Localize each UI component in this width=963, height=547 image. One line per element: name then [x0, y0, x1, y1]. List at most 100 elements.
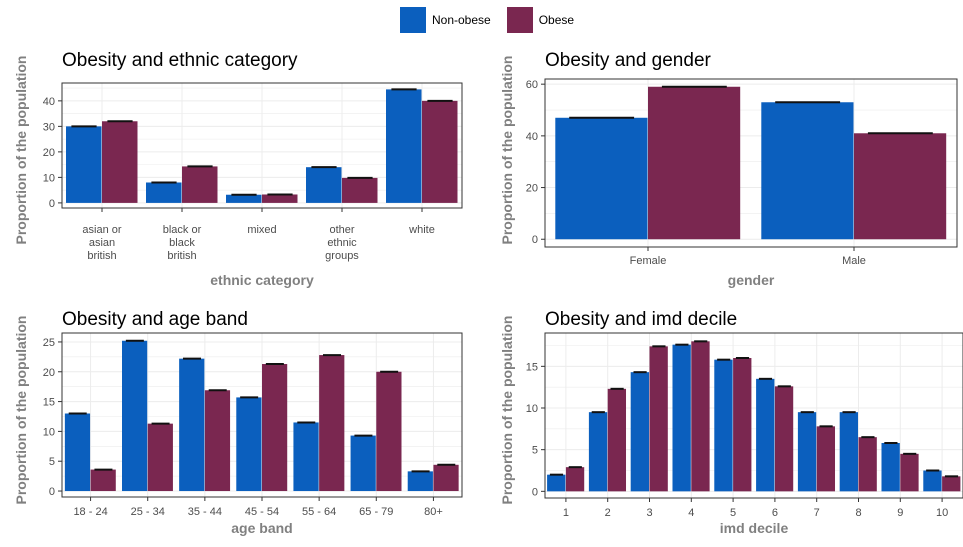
x-tick-label-mixed: mixed — [247, 224, 276, 236]
y-tick-label: 25 — [43, 337, 55, 349]
x-tick-label-other-ethnic-groups: other ethnic groups — [325, 224, 359, 262]
x-tick-label-asian-or-asian-british: asian or asian british — [82, 224, 121, 262]
x-tick-label-3: 3 — [646, 507, 652, 519]
x-tick-label-2: 2 — [605, 507, 611, 519]
bar-non-obese-80 — [407, 471, 433, 492]
x-tick-label-9: 9 — [897, 507, 903, 519]
bar-obese-35-44 — [204, 390, 231, 492]
y-tick-label: 20 — [526, 183, 538, 195]
y-tick-label: 40 — [43, 96, 55, 108]
legend-item-non-obese: Non-obese — [400, 7, 501, 33]
bar-obese-45-54 — [262, 364, 288, 492]
bar-non-obese-4 — [672, 344, 691, 492]
legend-label-non-obese: Non-obese — [432, 13, 491, 27]
legend-key-obese — [506, 7, 533, 33]
y-tick-label: 5 — [49, 456, 55, 468]
bar-obese-9 — [900, 453, 919, 492]
bar-obese-8 — [858, 437, 877, 492]
bar-non-obese-3 — [630, 372, 649, 492]
chart-panel-2: Female Male 0 20 40 60 Obesity and gender gende… — [499, 50, 958, 288]
legend: Non-obese Obese — [400, 6, 584, 34]
bar-obese-6 — [774, 386, 794, 492]
chart-panel-4: 1 2 3 4 5 6 7 8 9 10 0 5 10 15 Obesity and imd decile i… — [499, 309, 963, 536]
x-tick-label-65-79: 65 - 79 — [359, 506, 393, 518]
x-tick-label-80: 80+ — [424, 506, 443, 518]
y-tick-label: 60 — [526, 79, 538, 91]
x-axis-label: imd decile — [720, 520, 789, 536]
x-tick-label-18-24: 18 - 24 — [73, 506, 107, 518]
bar-obese-1 — [565, 467, 585, 492]
bar-obese-25-34 — [147, 423, 173, 492]
y-tick-label: 20 — [43, 147, 55, 159]
y-tick-label: 10 — [43, 426, 55, 438]
x-tick-label-4: 4 — [688, 507, 694, 519]
bar-obese-18-24 — [90, 469, 116, 492]
y-axis-label: Proportion of the population — [499, 56, 515, 245]
y-tick-label: 0 — [49, 486, 55, 498]
x-tick-label-7: 7 — [814, 507, 820, 519]
bar-non-obese-9 — [881, 443, 900, 492]
y-tick-label: 15 — [526, 361, 538, 373]
panel-border — [61, 82, 463, 209]
bar-non-obese-45-54 — [236, 397, 262, 492]
y-tick-label: 20 — [43, 367, 55, 379]
bar-obese-mixed — [262, 194, 298, 203]
chart-title: Obesity and gender — [545, 50, 712, 71]
bar-non-obese-5 — [714, 359, 733, 492]
x-tick-label-black-or-black-british: black or black british — [163, 224, 202, 262]
bar-obese-3 — [649, 346, 668, 492]
bar-non-obese-6 — [756, 378, 775, 492]
y-tick-label: 0 — [532, 486, 538, 498]
bar-non-obese-35-44 — [179, 358, 205, 492]
bar-obese-white — [422, 100, 458, 203]
y-tick-label: 15 — [43, 397, 55, 409]
panel-border — [544, 78, 958, 248]
bar-non-obese-white — [386, 89, 422, 203]
bar-obese-male — [854, 133, 947, 240]
bar-obese-black-or-black-british — [182, 166, 218, 203]
bar-non-obese-1 — [547, 474, 566, 492]
bar-obese-4 — [691, 341, 710, 492]
bar-obese-55-64 — [319, 355, 345, 492]
x-tick-label-10: 10 — [936, 507, 948, 519]
x-tick-label-45-54: 45 - 54 — [245, 506, 279, 518]
x-tick-label-35-44: 35 - 44 — [188, 506, 222, 518]
chart-title: Obesity and imd decile — [545, 309, 737, 330]
bar-non-obese-18-24 — [64, 413, 91, 492]
chart-panel-1: asian or asian british black or black british… — [13, 50, 463, 288]
bar-non-obese-8 — [839, 412, 858, 492]
y-axis-label: Proportion of the population — [13, 56, 29, 245]
x-axis-label: age band — [231, 520, 292, 536]
y-axis-label: Proportion of the population — [13, 316, 29, 505]
x-tick-label-6: 6 — [772, 507, 778, 519]
bar-non-obese-65-79 — [350, 435, 376, 492]
y-tick-label: 10 — [526, 403, 538, 415]
bar-non-obese-mixed — [226, 194, 262, 203]
bar-non-obese-other-ethnic-groups — [306, 167, 342, 203]
y-tick-label: 30 — [43, 121, 55, 133]
bar-non-obese-25-34 — [122, 340, 148, 492]
x-axis-label: gender — [728, 272, 775, 288]
bar-obese-other-ethnic-groups — [342, 177, 378, 203]
chart-panel-3: 18 - 24 25 - 34 35 - 44 45 - 54 55 - 64 65 - … — [13, 309, 463, 536]
x-tick-label-25-34: 25 - 34 — [131, 506, 165, 518]
chart-title: Obesity and ethnic category — [62, 50, 298, 71]
legend-key-non-obese — [400, 7, 426, 33]
bar-non-obese-55-64 — [293, 422, 319, 492]
bar-non-obese-male — [761, 102, 854, 240]
y-axis-label: Proportion of the population — [499, 316, 515, 505]
bar-obese-female — [648, 86, 741, 240]
bar-non-obese-asian-or-asian-british — [66, 126, 102, 203]
bar-non-obese-7 — [797, 412, 817, 492]
bar-obese-65-79 — [376, 371, 402, 492]
bar-non-obese-2 — [588, 412, 608, 492]
legend-label-obese: Obese — [538, 13, 575, 27]
x-tick-label-male: Male — [842, 255, 866, 267]
y-tick-label: 5 — [532, 445, 538, 457]
panel-border — [544, 332, 963, 499]
bar-non-obese-female — [555, 117, 648, 240]
bar-obese-10 — [942, 476, 961, 492]
x-tick-label-55-64: 55 - 64 — [302, 506, 336, 518]
y-tick-label: 0 — [532, 234, 538, 246]
